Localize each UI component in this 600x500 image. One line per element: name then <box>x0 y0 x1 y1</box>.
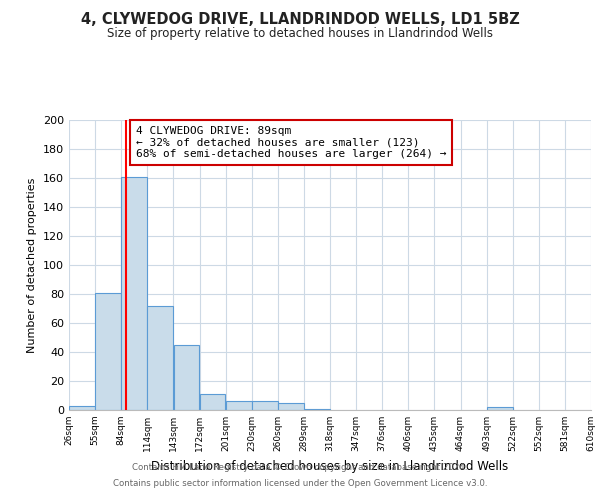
Bar <box>304 408 330 410</box>
Text: Contains public sector information licensed under the Open Government Licence v3: Contains public sector information licen… <box>113 478 487 488</box>
Text: 4 CLYWEDOG DRIVE: 89sqm
← 32% of detached houses are smaller (123)
68% of semi-d: 4 CLYWEDOG DRIVE: 89sqm ← 32% of detache… <box>136 126 446 159</box>
Bar <box>252 402 278 410</box>
Y-axis label: Number of detached properties: Number of detached properties <box>28 178 37 352</box>
Bar <box>278 403 304 410</box>
Bar <box>148 306 173 410</box>
Bar <box>69 406 95 410</box>
Bar <box>200 394 226 410</box>
Text: Contains HM Land Registry data © Crown copyright and database right 2024.: Contains HM Land Registry data © Crown c… <box>132 464 468 472</box>
Bar <box>226 402 251 410</box>
Text: Size of property relative to detached houses in Llandrindod Wells: Size of property relative to detached ho… <box>107 28 493 40</box>
Bar <box>95 292 121 410</box>
Bar <box>173 345 199 410</box>
X-axis label: Distribution of detached houses by size in Llandrindod Wells: Distribution of detached houses by size … <box>151 460 509 472</box>
Text: 4, CLYWEDOG DRIVE, LLANDRINDOD WELLS, LD1 5BZ: 4, CLYWEDOG DRIVE, LLANDRINDOD WELLS, LD… <box>80 12 520 28</box>
Bar <box>487 407 512 410</box>
Bar <box>121 176 147 410</box>
